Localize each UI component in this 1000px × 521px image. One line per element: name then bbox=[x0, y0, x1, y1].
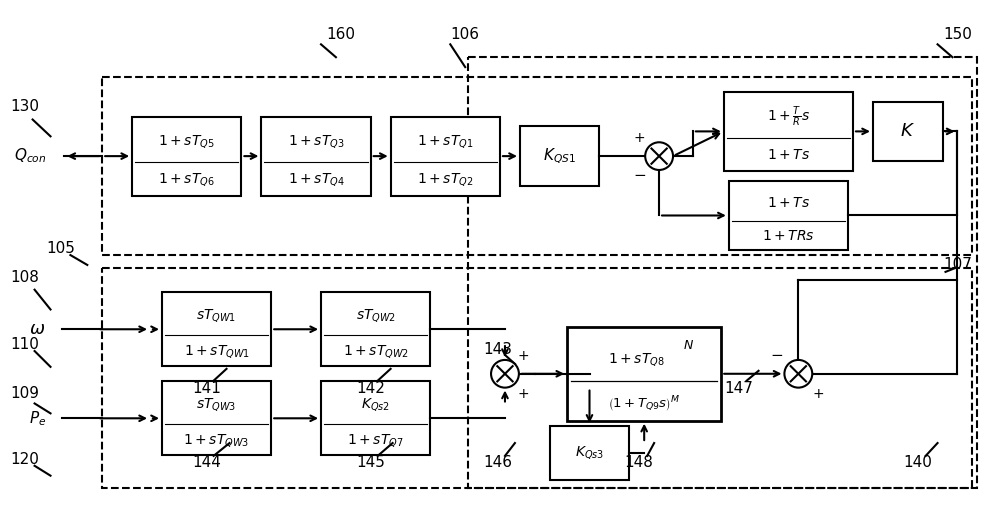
Bar bbox=[567, 327, 721, 421]
Bar bbox=[550, 426, 629, 480]
Text: $1+sT_{QW3}$: $1+sT_{QW3}$ bbox=[183, 432, 250, 449]
Bar bbox=[729, 181, 848, 250]
Text: 141: 141 bbox=[192, 381, 221, 396]
Text: $1+Ts$: $1+Ts$ bbox=[767, 196, 810, 210]
Text: $1+sT_{QW2}$: $1+sT_{QW2}$ bbox=[343, 343, 409, 360]
Bar bbox=[321, 292, 430, 366]
Bar bbox=[102, 77, 972, 255]
Bar bbox=[724, 92, 853, 171]
Text: 144: 144 bbox=[192, 455, 221, 470]
Text: $1+sT_{Q7}$: $1+sT_{Q7}$ bbox=[347, 432, 404, 449]
Bar bbox=[162, 381, 271, 455]
Text: 107: 107 bbox=[943, 257, 972, 272]
Text: $K$: $K$ bbox=[900, 122, 915, 140]
Text: 130: 130 bbox=[10, 99, 39, 114]
Text: $1+sT_{Q3}$: $1+sT_{Q3}$ bbox=[288, 133, 344, 151]
Text: $K_{Qs2}$: $K_{Qs2}$ bbox=[361, 396, 390, 414]
Text: 146: 146 bbox=[484, 455, 513, 470]
Text: $K_{QS1}$: $K_{QS1}$ bbox=[543, 146, 576, 166]
Text: $1+sT_{Q1}$: $1+sT_{Q1}$ bbox=[417, 133, 474, 151]
Text: $N$: $N$ bbox=[683, 339, 694, 352]
Text: +: + bbox=[633, 131, 645, 145]
Text: $1+sT_{Q2}$: $1+sT_{Q2}$ bbox=[417, 171, 474, 189]
Text: 147: 147 bbox=[724, 381, 753, 396]
Text: $-$: $-$ bbox=[770, 346, 783, 362]
Text: $K_{Qs3}$: $K_{Qs3}$ bbox=[575, 444, 604, 462]
Text: 109: 109 bbox=[10, 386, 39, 401]
Text: 143: 143 bbox=[484, 342, 513, 356]
Text: 120: 120 bbox=[10, 452, 39, 467]
Text: $1+sT_{QW1}$: $1+sT_{QW1}$ bbox=[184, 343, 250, 360]
Text: $1+sT_{Q6}$: $1+sT_{Q6}$ bbox=[158, 171, 215, 189]
Bar bbox=[873, 102, 943, 161]
Text: $\omega$: $\omega$ bbox=[29, 320, 46, 338]
Text: $-$: $-$ bbox=[633, 166, 646, 181]
Text: $1+sT_{Q4}$: $1+sT_{Q4}$ bbox=[288, 171, 344, 189]
Circle shape bbox=[491, 360, 519, 388]
Text: $Q_{con}$: $Q_{con}$ bbox=[14, 147, 47, 166]
Text: 106: 106 bbox=[451, 27, 480, 42]
Text: 142: 142 bbox=[356, 381, 385, 396]
Text: 108: 108 bbox=[10, 270, 39, 286]
Text: $+$: $+$ bbox=[812, 387, 824, 401]
Text: 140: 140 bbox=[903, 455, 932, 470]
Text: $1+Ts$: $1+Ts$ bbox=[767, 148, 810, 162]
Bar bbox=[321, 381, 430, 455]
Text: $sT_{QW3}$: $sT_{QW3}$ bbox=[196, 396, 237, 414]
Text: 145: 145 bbox=[356, 455, 385, 470]
Text: +: + bbox=[517, 349, 529, 363]
Bar bbox=[132, 117, 241, 196]
Text: $1+sT_{Q8}$: $1+sT_{Q8}$ bbox=[608, 351, 665, 368]
Text: $1+\frac{T}{R}s$: $1+\frac{T}{R}s$ bbox=[767, 105, 810, 129]
Text: $sT_{QW1}$: $sT_{QW1}$ bbox=[196, 307, 237, 325]
Text: 105: 105 bbox=[46, 241, 75, 256]
Bar bbox=[162, 292, 271, 366]
Circle shape bbox=[645, 142, 673, 170]
Bar bbox=[468, 57, 977, 488]
Text: $1+sT_{Q5}$: $1+sT_{Q5}$ bbox=[158, 133, 215, 151]
Text: 160: 160 bbox=[326, 27, 355, 42]
Text: 150: 150 bbox=[943, 27, 972, 42]
Bar bbox=[520, 127, 599, 186]
Text: $P_e$: $P_e$ bbox=[29, 409, 46, 428]
Bar bbox=[391, 117, 500, 196]
Text: $1+TRs$: $1+TRs$ bbox=[762, 229, 815, 243]
Text: $\left(1+T_{Q9}s\right)^M$: $\left(1+T_{Q9}s\right)^M$ bbox=[608, 395, 680, 415]
Text: 148: 148 bbox=[625, 455, 654, 470]
Text: +: + bbox=[517, 387, 529, 401]
Circle shape bbox=[784, 360, 812, 388]
Bar bbox=[261, 117, 371, 196]
Bar bbox=[102, 268, 972, 488]
Text: $sT_{QW2}$: $sT_{QW2}$ bbox=[356, 307, 396, 325]
Text: 110: 110 bbox=[10, 337, 39, 352]
